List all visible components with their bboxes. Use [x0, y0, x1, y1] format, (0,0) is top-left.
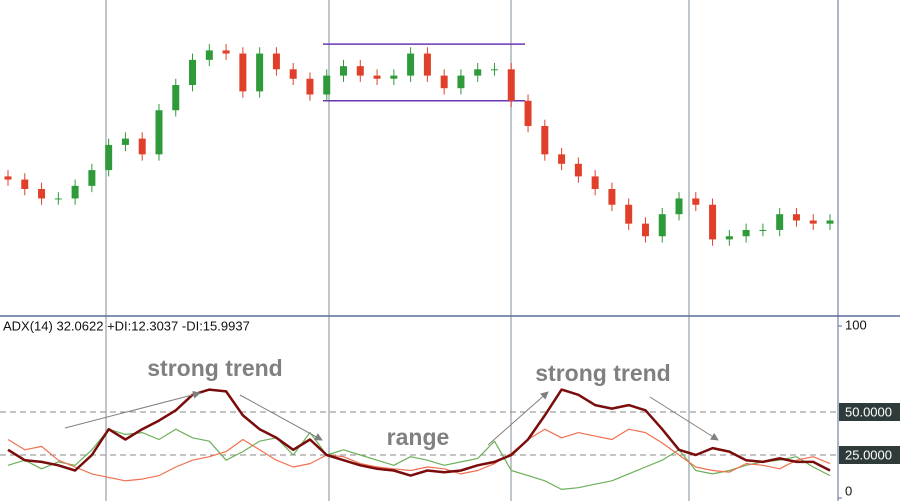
candle-body [390, 75, 398, 79]
candle-body [356, 66, 364, 76]
candle-body [105, 144, 113, 171]
candle-body [692, 198, 700, 205]
candle-body [38, 189, 46, 199]
arrow [649, 396, 719, 441]
candle-body [138, 138, 146, 155]
tick-label-box [839, 446, 900, 464]
arrow [239, 394, 323, 441]
y-tick-label: 100 [845, 317, 867, 332]
arrow [64, 390, 201, 429]
indicator-line [7, 428, 831, 482]
candle-body [658, 214, 666, 237]
candle-body [222, 50, 230, 54]
candle-body [591, 176, 599, 189]
candle-body [21, 179, 29, 189]
candle-body [205, 50, 213, 60]
candle-body [809, 220, 817, 224]
candle-body [440, 75, 448, 89]
candle-body [826, 220, 834, 224]
candle-body [340, 66, 348, 76]
candle-body [558, 154, 566, 164]
candle-body [759, 229, 767, 231]
arrow [487, 391, 549, 446]
y-tick-label: 50.0000 [845, 404, 892, 419]
candle-body [323, 75, 331, 95]
indicator-line [7, 428, 831, 490]
candle-body [457, 75, 465, 89]
candle-body [574, 163, 582, 177]
annotation: strong trend [147, 355, 282, 381]
candle-body [709, 204, 717, 240]
candle-body [4, 176, 12, 180]
y-tick-label: 0 [845, 483, 852, 498]
candle-body [541, 126, 549, 155]
candle-body [373, 75, 381, 79]
candle-body [407, 53, 415, 76]
candle-body [306, 78, 314, 95]
candle-body [474, 69, 482, 76]
candle-body [776, 214, 784, 230]
candle-body [641, 223, 649, 237]
candle-body [121, 138, 129, 145]
candle-body [239, 53, 247, 92]
candle-body [507, 69, 515, 101]
candle-body [54, 198, 62, 200]
candle-body [289, 69, 297, 79]
candle-body [742, 229, 750, 237]
candle-body [88, 170, 96, 186]
annotation: range [387, 424, 450, 450]
annotation: strong trend [535, 360, 670, 386]
candle-body [155, 110, 163, 155]
candle-body [725, 236, 733, 240]
candle-body [675, 198, 683, 215]
indicator-title: ADX(14) 32.0622 +DI:12.3037 -DI:15.9937 [3, 318, 250, 333]
candle-body [423, 53, 431, 76]
candle-body [792, 214, 800, 221]
candle-body [189, 59, 197, 86]
candle-body [625, 204, 633, 224]
candle-body [524, 100, 532, 126]
indicator-line [7, 388, 831, 477]
candle-body [490, 69, 498, 71]
candle-body [608, 189, 616, 205]
candle-body [71, 185, 79, 199]
tick-label-box [839, 403, 900, 421]
candle-body [172, 85, 180, 111]
y-tick-label: 25.0000 [845, 447, 892, 462]
candle-body [272, 53, 280, 70]
candle-body [256, 53, 264, 92]
arrows [64, 390, 719, 446]
